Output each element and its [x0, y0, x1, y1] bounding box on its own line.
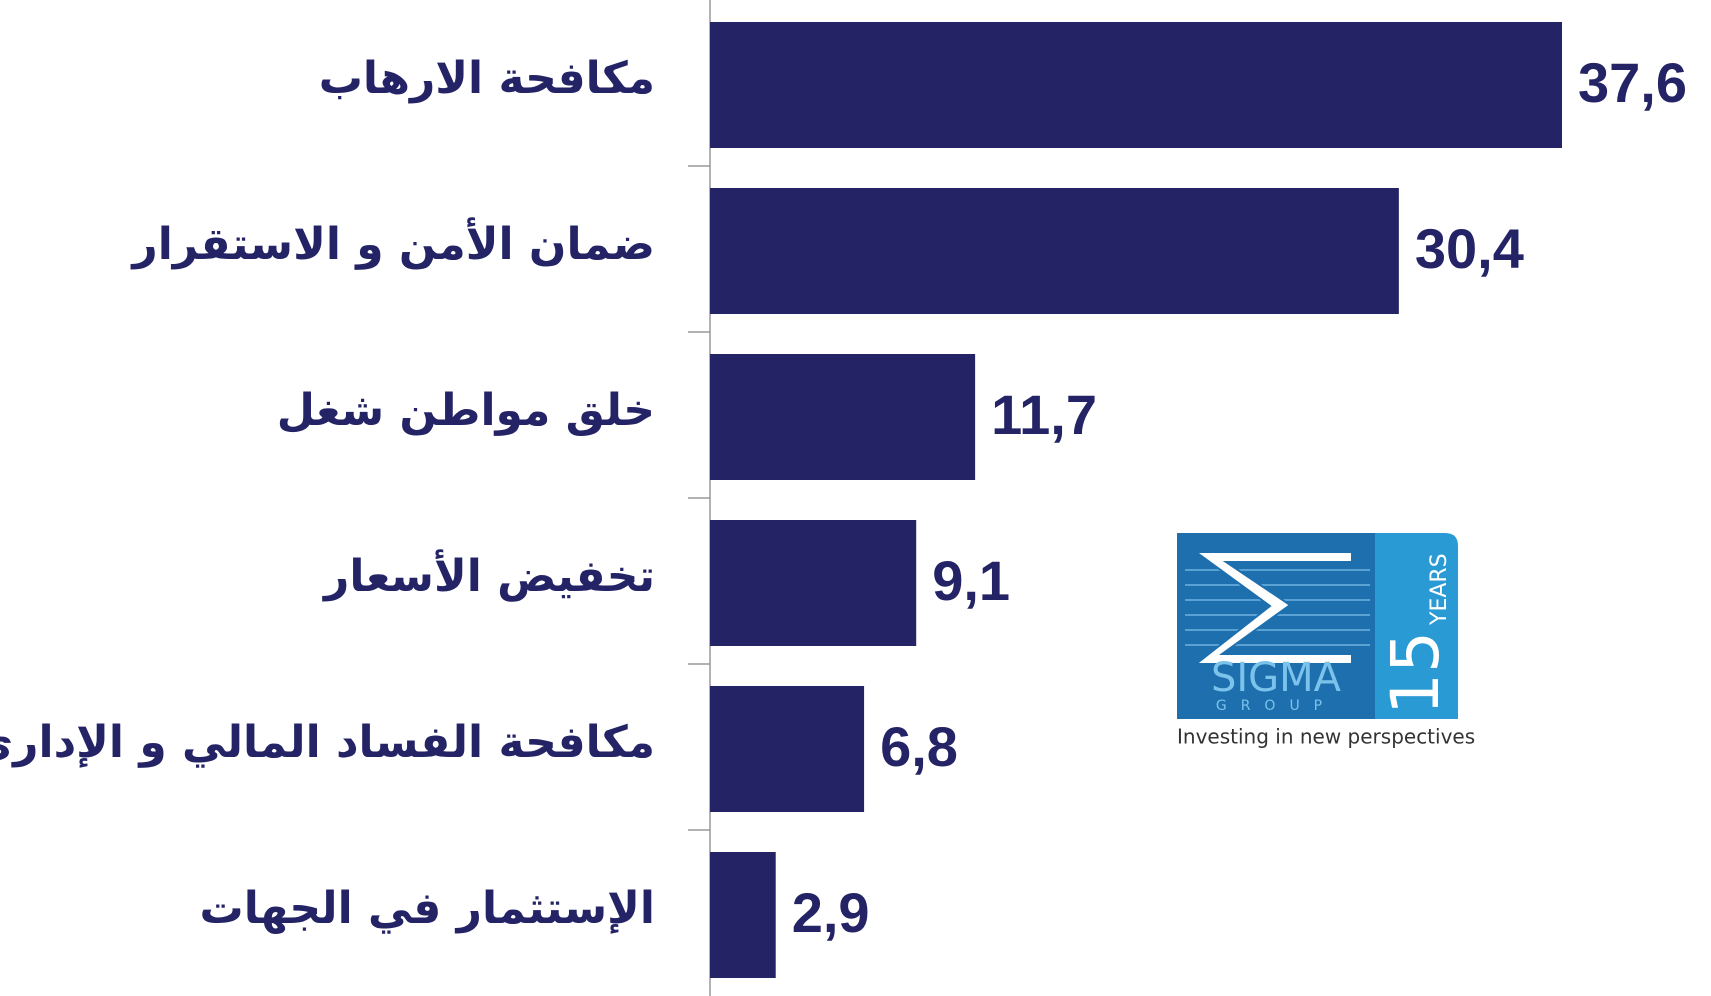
bar: [710, 520, 917, 646]
logo-side: [1375, 533, 1458, 719]
category-label: مكافحة الفساد المالي و الإداري: [0, 717, 655, 768]
category-label: ضمان الأمن و الاستقرار: [130, 217, 655, 270]
bar: [710, 354, 976, 480]
logo-sigma: [1192, 551, 1353, 665]
logo-box: [1177, 533, 1375, 719]
logo-years-label: YEARS: [1427, 553, 1452, 626]
bar: [710, 22, 1562, 148]
category-label: تخفيض الأسعار: [322, 549, 655, 602]
logo-tagline: Investing in new perspectives: [1177, 725, 1475, 749]
bar: [710, 686, 865, 812]
value-label: 2,9: [792, 881, 870, 944]
bar: [710, 188, 1399, 314]
category-label: الإستثمار في الجهات: [200, 883, 655, 934]
value-label: 37,6: [1578, 51, 1687, 114]
value-label: 9,1: [932, 549, 1010, 612]
value-label: 6,8: [880, 715, 958, 778]
logo-lines: [1185, 569, 1370, 646]
logo-name: SIGMA: [1211, 655, 1342, 701]
value-label: 11,7: [991, 383, 1097, 446]
bar: [710, 852, 776, 978]
logo-years-number: 15: [1377, 631, 1454, 715]
logo-sub: GROUP: [1216, 698, 1336, 714]
category-label: مكافحة الارهاب: [319, 53, 655, 104]
logo: SIGMA GROUP 15 YEARS Investing in new pe…: [1177, 533, 1475, 749]
category-label: خلق مواطن شغل: [277, 385, 655, 436]
value-label: 30,4: [1415, 217, 1524, 280]
